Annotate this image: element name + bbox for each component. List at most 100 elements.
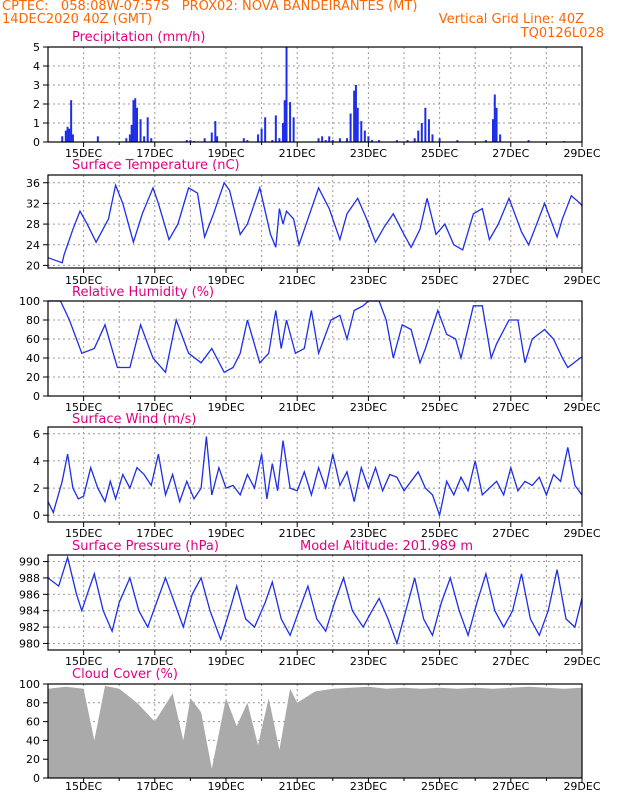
precip-xtick-label: 27DEC (492, 147, 529, 160)
pres-plot-frame (47, 554, 583, 651)
precip-bar (367, 136, 370, 142)
precip-ytick-label: 2 (33, 98, 40, 111)
wind-xtick-label: 23DEC (350, 527, 387, 540)
cloud-ytick-label: 40 (26, 734, 40, 747)
precip-xtick-label: 17DEC (136, 147, 173, 160)
wind-series-line (47, 436, 583, 518)
precip-xtick-label: 25DEC (421, 147, 458, 160)
pres-xtick-label: 21DEC (279, 655, 316, 668)
precip-ytick-label: 4 (33, 60, 40, 73)
wind-panel-title: Surface Wind (m/s) (72, 412, 196, 427)
precip-bar (424, 107, 427, 142)
cloud-xtick-label: 17DEC (136, 780, 173, 793)
cloud-ytick-label: 20 (26, 753, 40, 766)
temp-series-line (47, 181, 583, 264)
temp-xtick-label: 17DEC (136, 274, 173, 287)
precip-bar (370, 140, 373, 142)
pres-xtick-label: 25DEC (421, 655, 458, 668)
rh-xtick-label: 25DEC (421, 401, 458, 414)
precip-bar (420, 123, 423, 142)
rh-ytick-label: 80 (26, 314, 40, 327)
precip-bar (130, 124, 133, 142)
cloud-xtick-label: 29DEC (563, 780, 600, 793)
precip-bar (134, 98, 137, 142)
precip-bar (68, 128, 71, 142)
precip-bar (139, 119, 142, 142)
precip-bar (456, 140, 459, 142)
precip-bar (331, 140, 334, 142)
cloud-cover-area (48, 685, 582, 778)
wind-ytick-label: 0 (33, 509, 40, 522)
cloud-ytick-label: 80 (26, 697, 40, 710)
precip-bar (125, 138, 128, 142)
precip-ytick-label: 3 (33, 79, 40, 92)
temp-xtick-label: 23DEC (350, 274, 387, 287)
precip-bar (324, 140, 327, 142)
precip-bar (64, 130, 67, 142)
precip-bar (150, 138, 153, 142)
wind-xtick-label: 21DEC (279, 527, 316, 540)
header-line1: CPTEC: 058:08W-07:57S PROX02: NOVA BANDE… (2, 0, 418, 14)
temp-xtick-label: 19DEC (207, 274, 244, 287)
wind-xtick-label: 29DEC (563, 527, 600, 540)
cloud-panel-title: Cloud Cover (%) (72, 667, 178, 682)
precip-bar (274, 115, 277, 142)
pres-xtick-label: 17DEC (136, 655, 173, 668)
precip-bar (260, 128, 263, 142)
precip-bar (96, 136, 99, 142)
precip-plot-frame (47, 46, 583, 143)
precip-bar (132, 100, 135, 142)
temp-ytick-label: 20 (26, 259, 40, 272)
rh-xtick-label: 21DEC (279, 401, 316, 414)
rh-panel-title: Relative Humidity (%) (72, 285, 214, 300)
pres-xtick-label: 19DEC (207, 655, 244, 668)
precip-bar (417, 130, 420, 142)
precip-xtick-label: 29DEC (563, 147, 600, 160)
pres-extra-label: Model Altitude: 201.989 m (300, 539, 473, 554)
precip-bar (289, 102, 292, 142)
temp-xtick-label: 15DEC (65, 274, 102, 287)
pres-xtick-label: 29DEC (563, 655, 600, 668)
precip-bar (210, 132, 213, 142)
precip-bar (495, 107, 498, 142)
wind-xtick-label: 25DEC (421, 527, 458, 540)
precip-bar (281, 123, 284, 142)
precip-bar (292, 117, 295, 142)
precip-bar (214, 121, 217, 142)
cloud-xtick-label: 23DEC (350, 780, 387, 793)
precip-bar (349, 113, 352, 142)
cloud-xtick-label: 25DEC (421, 780, 458, 793)
rh-series-line (48, 300, 583, 374)
cloud-xtick-label: 19DEC (207, 780, 244, 793)
cloud-plot-frame (47, 683, 583, 779)
precip-bar (136, 107, 138, 142)
pres-panel-title: Surface Pressure (hPa) (72, 539, 219, 554)
precip-bar (431, 134, 434, 142)
rh-xtick-label: 17DEC (136, 401, 173, 414)
cloud-ytick-label: 60 (26, 716, 40, 729)
wind-xtick-label: 27DEC (492, 527, 529, 540)
wind-xtick-label: 19DEC (207, 527, 244, 540)
wind-xtick-label: 15DEC (65, 527, 102, 540)
precip-bar (242, 138, 245, 142)
pres-series-line (47, 555, 583, 646)
wind-ytick-label: 6 (33, 428, 40, 441)
precip-bar (185, 140, 188, 142)
temp-ytick-label: 36 (26, 177, 40, 190)
precip-bar (427, 119, 430, 142)
temp-xtick-label: 25DEC (421, 274, 458, 287)
rh-ytick-label: 100 (19, 295, 40, 308)
wind-plot-frame (47, 426, 583, 523)
temp-xtick-label: 27DEC (492, 274, 529, 287)
precip-bar (66, 126, 69, 142)
precip-bar (484, 140, 487, 142)
header-model-code: TQ0126L028 (520, 26, 604, 41)
cloud-ytick-label: 0 (33, 772, 40, 785)
precip-bar (321, 136, 324, 142)
precip-bar (363, 130, 366, 142)
rh-xtick-label: 23DEC (350, 401, 387, 414)
temp-ytick-label: 28 (26, 218, 40, 231)
precip-bar (413, 138, 416, 142)
rh-xtick-label: 15DEC (65, 401, 102, 414)
